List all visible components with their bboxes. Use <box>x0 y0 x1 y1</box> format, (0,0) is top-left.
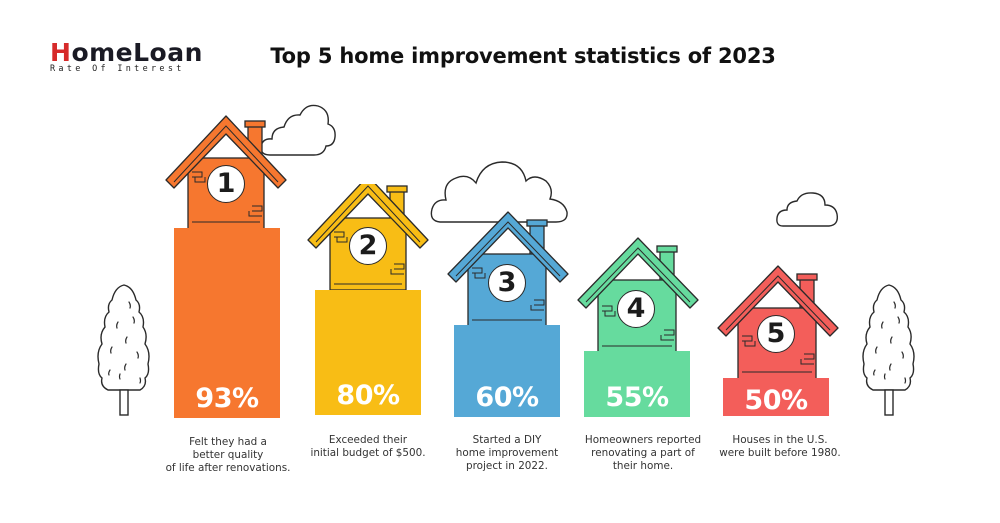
tree-icon <box>862 284 915 416</box>
stat-caption-3: Started a DIY home improvement project i… <box>455 434 559 472</box>
tree-icon <box>97 284 150 416</box>
cloud-icon <box>260 104 336 156</box>
homeloan-logo[interactable]: HomeLoan Rate Of Interest <box>50 38 203 76</box>
page-title: Top 5 home improvement statistics of 202… <box>270 44 776 68</box>
stat-bar-1: 93% <box>174 228 280 418</box>
stat-caption-2: Exceeded their initial budget of $500. <box>310 434 426 459</box>
logo-tagline: Rate Of Interest <box>50 64 185 74</box>
rank-badge-2: 2 <box>349 227 387 265</box>
stat-value-3: 60% <box>475 382 539 413</box>
stat-bar-2: 80% <box>315 290 421 415</box>
stat-caption-1: Felt they had a better quality of life a… <box>165 436 291 474</box>
stat-bar-5: 50% <box>723 378 829 416</box>
stat-value-4: 55% <box>605 382 669 413</box>
rank-badge-3: 3 <box>488 264 526 302</box>
rank-badge-1: 1 <box>207 165 245 203</box>
house-icon-1 <box>165 115 287 230</box>
stat-value-1: 93% <box>195 383 259 414</box>
stat-caption-4: Homeowners reported renovating a part of… <box>584 434 702 472</box>
logo-wordmark: HomeLoan <box>50 38 203 67</box>
stat-bar-3: 60% <box>454 325 560 417</box>
cloud-icon <box>776 192 839 227</box>
stat-value-5: 50% <box>744 385 808 416</box>
stat-value-2: 80% <box>336 380 400 411</box>
stat-bar-4: 55% <box>584 351 690 417</box>
rank-badge-5: 5 <box>757 315 795 353</box>
rank-badge-4: 4 <box>617 290 655 328</box>
cloud-icon <box>430 161 568 223</box>
stat-caption-5: Houses in the U.S. were built before 198… <box>719 434 841 459</box>
